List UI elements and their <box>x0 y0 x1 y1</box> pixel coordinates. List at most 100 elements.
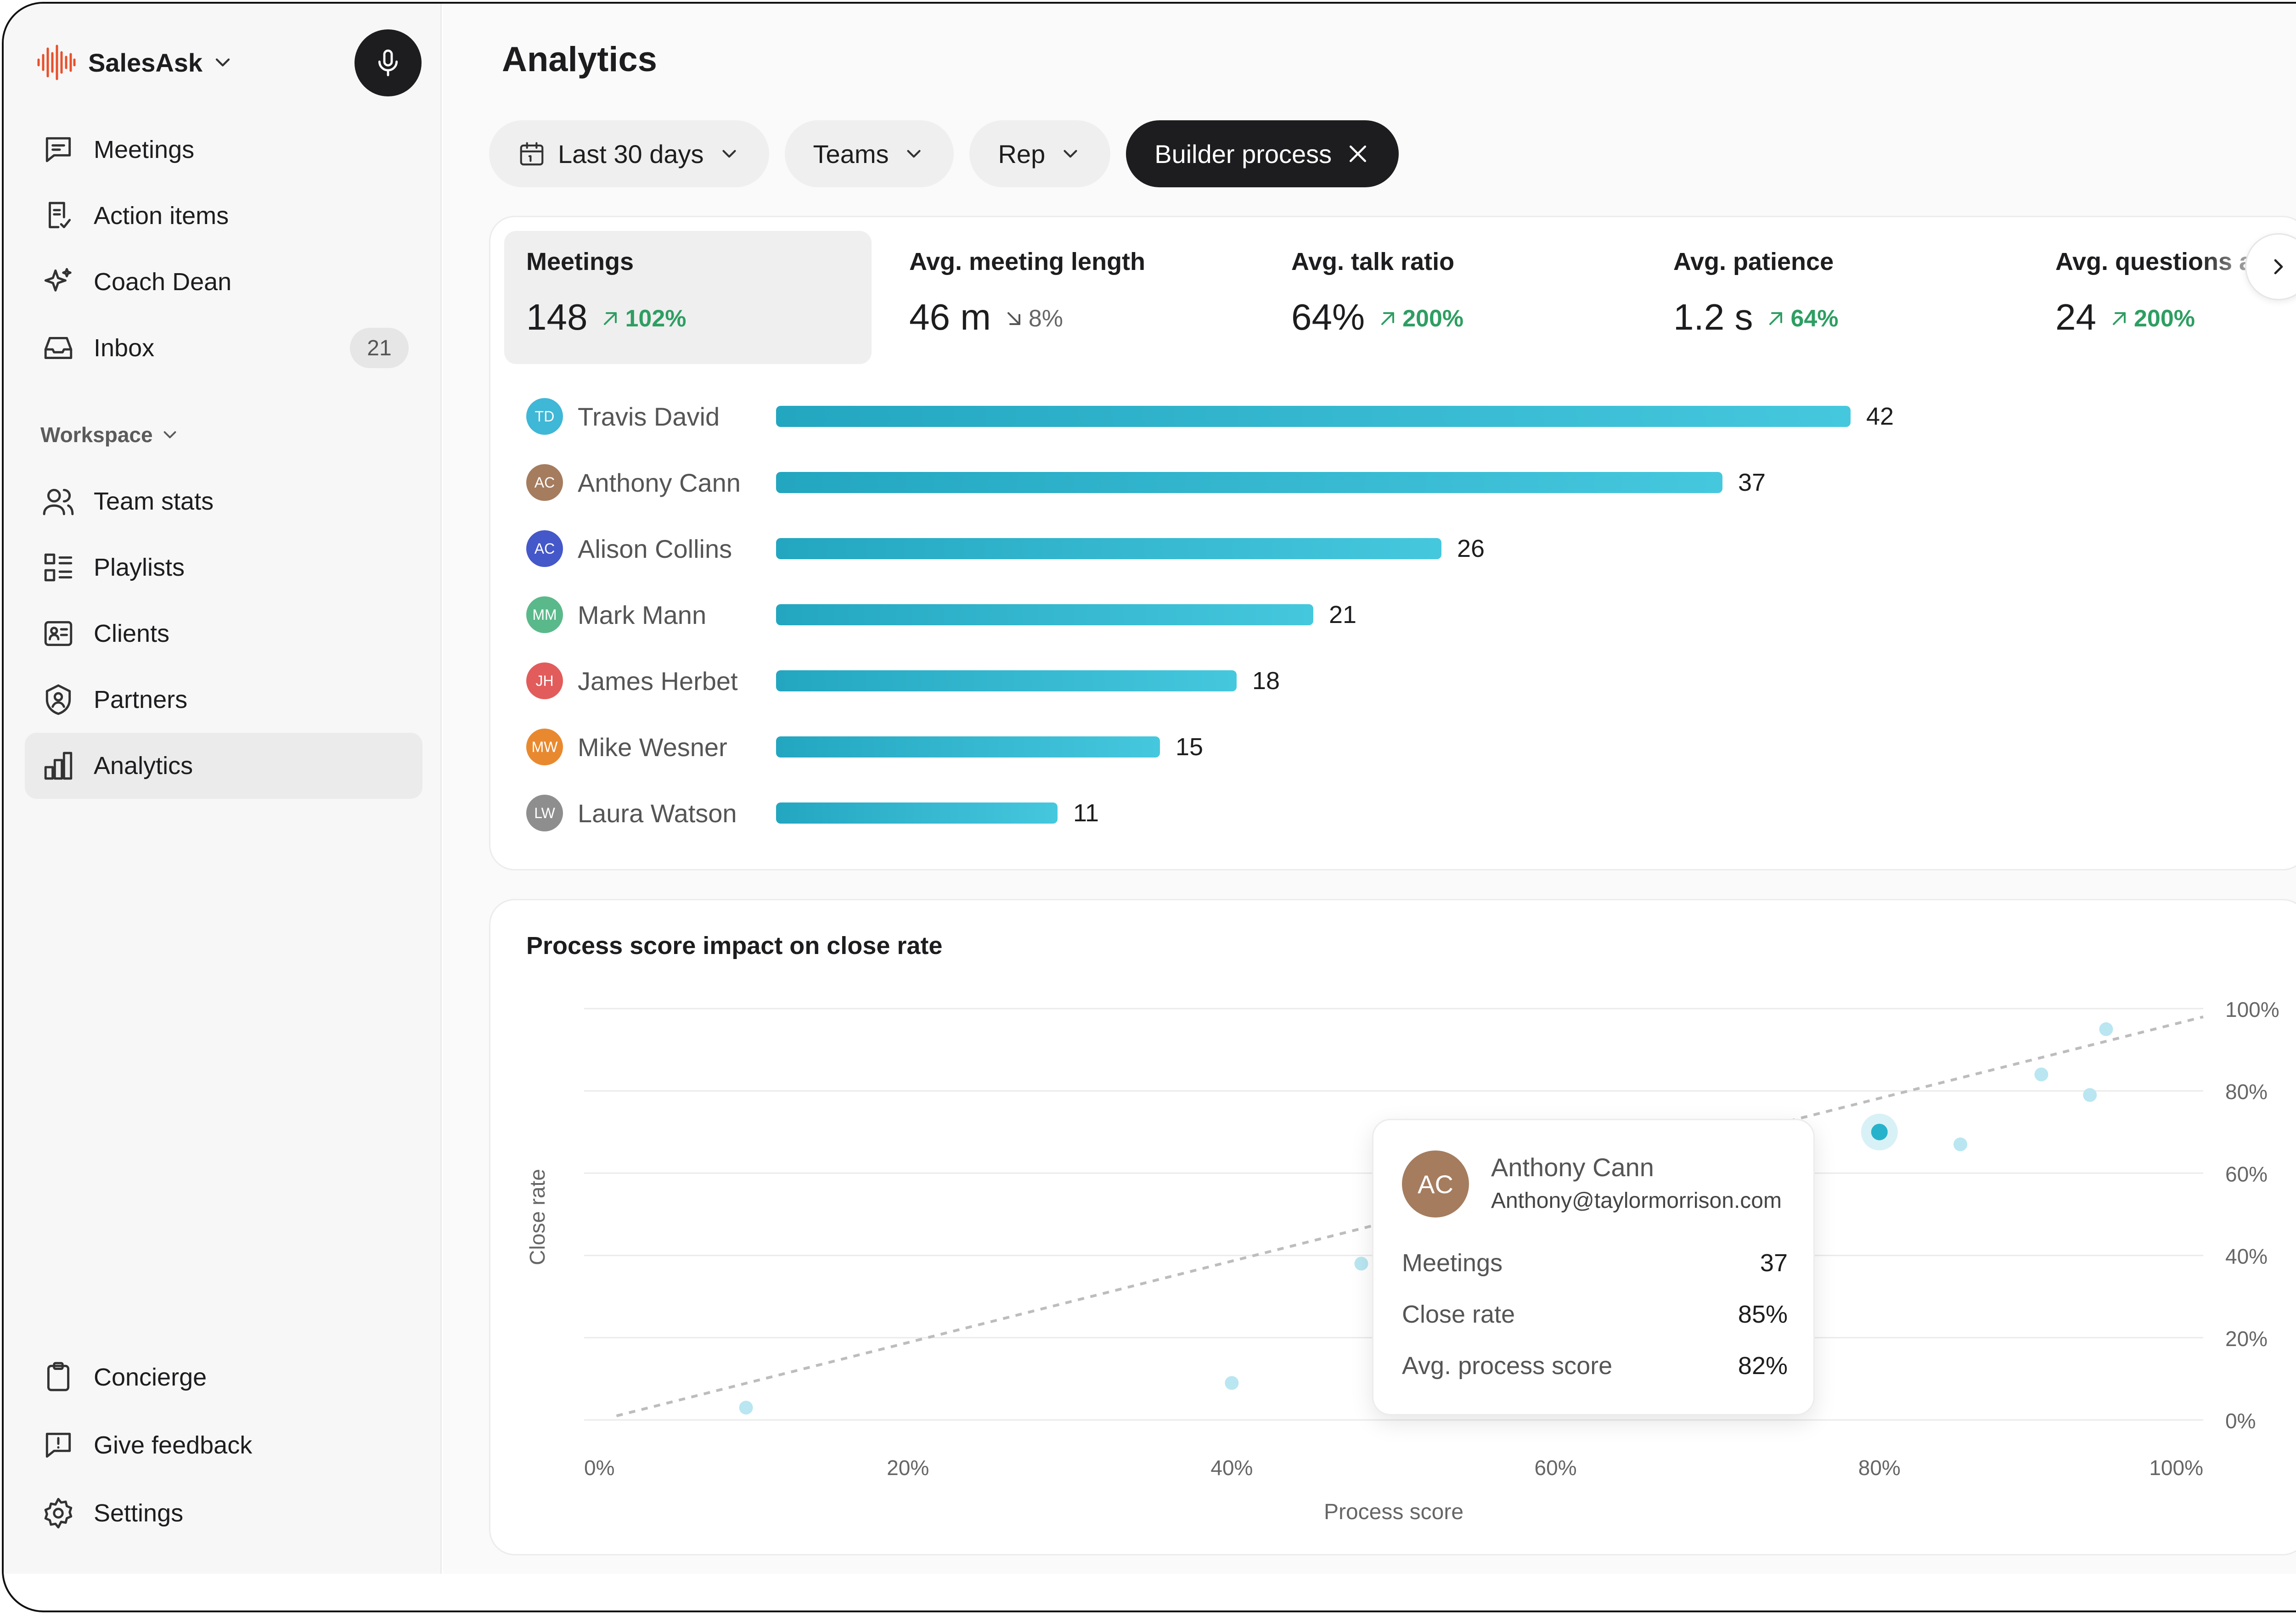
inbox-count-badge: 21 <box>350 328 409 368</box>
avatar: LW <box>526 795 563 831</box>
x-tick-label: 100% <box>2149 1456 2203 1480</box>
tab-avg-questions-asked[interactable]: Avg. questions asked 24 200% <box>2033 231 2296 364</box>
arrow-up-right-icon <box>2112 312 2126 325</box>
users-icon <box>43 488 74 516</box>
tooltip-row-value: 82% <box>1738 1352 1788 1380</box>
metric-label: Meetings <box>526 248 634 275</box>
rep-row[interactable]: TD Travis David 42 <box>526 398 2271 435</box>
main-content: Analytics Last 30 days Teams Rep Builder… <box>443 4 2296 1574</box>
sidebar-item-analytics[interactable]: Analytics <box>25 733 422 799</box>
rep-tooltip: AC Anthony Cann Anthony@taylormorrison.c… <box>1372 1119 1815 1415</box>
playlist-icon <box>44 553 73 582</box>
metric-value: 148 <box>526 297 588 337</box>
sidebar-item-coach-dean[interactable]: Coach Dean <box>25 249 422 315</box>
rep-name: Travis David <box>578 402 720 431</box>
data-point <box>1225 1376 1239 1390</box>
rep-meetings-bar <box>776 670 1237 691</box>
rep-row[interactable]: AC Alison Collins 26 <box>526 530 2271 567</box>
metric-label: Avg. meeting length <box>909 248 1146 275</box>
rep-meetings-bar <box>776 802 1058 824</box>
metric-delta: 102% <box>599 305 686 332</box>
sidebar-item-inbox[interactable]: Inbox 21 <box>25 315 422 381</box>
tab-avg-meeting-length[interactable]: Avg. meeting length 46 m 8% <box>887 231 1255 364</box>
rep-name: Mark Mann <box>578 600 707 629</box>
workspace-switcher[interactable]: SalesAsk <box>37 44 235 81</box>
rep-meetings-bar <box>776 538 1441 559</box>
tooltip-row-process-score: Avg. process score 82% <box>1402 1352 1788 1380</box>
sidebar-item-label: Meetings <box>94 136 195 163</box>
contact-card-icon <box>44 621 73 646</box>
sidebar-item-label: Playlists <box>94 554 185 581</box>
sidebar-item-settings[interactable]: Settings <box>25 1480 422 1546</box>
sidebar-item-partners[interactable]: Partners <box>25 667 422 733</box>
y-tick-label: 100% <box>2225 998 2279 1021</box>
arrow-up-right-icon <box>1769 312 1783 325</box>
rep-row[interactable]: MW Mike Wesner 15 <box>526 729 2271 765</box>
date-range-filter[interactable]: Last 30 days <box>489 120 769 187</box>
sparkle-icon <box>44 268 72 292</box>
sidebar-item-action-items[interactable]: Action items <box>25 183 422 249</box>
arrow-up-right-icon <box>1381 312 1395 325</box>
chevron-right-icon <box>2274 259 2283 275</box>
bar-chart-icon <box>44 752 73 780</box>
tooltip-row-label: Meetings <box>1402 1249 1503 1277</box>
tooltip-avatar: AC <box>1402 1150 1469 1218</box>
tab-avg-patience[interactable]: Avg. patience 1.2 s 64% <box>1651 231 2019 364</box>
x-tick-label: 60% <box>1535 1456 1577 1480</box>
data-point <box>2083 1088 2097 1102</box>
checklist-icon <box>49 202 71 229</box>
rep-name: James Herbet <box>578 666 738 696</box>
sidebar-item-label: Clients <box>94 620 170 647</box>
metric-delta-value: 102% <box>625 305 687 332</box>
workspace-label: Workspace <box>40 423 153 447</box>
sidebar-item-playlists[interactable]: Playlists <box>25 534 422 600</box>
data-point <box>2034 1067 2048 1082</box>
record-button[interactable] <box>355 29 422 96</box>
tooltip-row-meetings: Meetings 37 <box>1402 1249 1788 1277</box>
close-icon[interactable] <box>1345 141 1370 166</box>
gear-icon <box>44 1498 73 1529</box>
x-tick-label: 40% <box>1210 1456 1253 1480</box>
trend-line <box>616 1016 2204 1417</box>
app-name: SalesAsk <box>88 48 203 77</box>
sidebar-item-team-stats[interactable]: Team stats <box>25 468 422 534</box>
sidebar-item-clients[interactable]: Clients <box>25 600 422 667</box>
metric-label: Avg. patience <box>1673 248 1834 275</box>
metrics-card: Meetings 148 102% Avg. meeting length 46… <box>489 216 2296 870</box>
y-tick-label: 0% <box>2225 1409 2256 1433</box>
process-filter[interactable]: Builder process <box>1126 120 1399 187</box>
rep-row[interactable]: MM Mark Mann 21 <box>526 596 2271 633</box>
chevron-down-icon <box>722 150 736 158</box>
avatar: MW <box>526 729 563 765</box>
data-point <box>2099 1022 2113 1036</box>
y-tick-label: 80% <box>2225 1080 2268 1104</box>
metric-value: 46 m <box>909 297 991 337</box>
rep-row[interactable]: JH James Herbet 18 <box>526 662 2271 699</box>
date-range-label: Last 30 days <box>558 139 704 168</box>
tab-meetings[interactable]: Meetings 148 102% <box>504 231 872 364</box>
sidebar-item-concierge[interactable]: Concierge <box>25 1344 422 1410</box>
avatar: AC <box>526 464 563 501</box>
chevron-down-icon <box>215 58 230 67</box>
page-title: Analytics <box>502 40 657 79</box>
sidebar-item-give-feedback[interactable]: Give feedback <box>25 1412 422 1478</box>
tooltip-row-value: 37 <box>1760 1249 1788 1277</box>
rep-row[interactable]: LW Laura Watson 11 <box>526 795 2271 831</box>
tooltip-row-label: Close rate <box>1402 1301 1515 1328</box>
teams-filter[interactable]: Teams <box>784 120 954 187</box>
rep-filter[interactable]: Rep <box>969 120 1111 187</box>
metric-delta-value: 8% <box>1028 305 1064 332</box>
rep-name: Laura Watson <box>578 798 737 828</box>
workspace-section-toggle[interactable]: Workspace <box>40 422 180 447</box>
sidebar-item-meetings[interactable]: Meetings <box>25 117 422 183</box>
metric-value: 24 <box>2055 297 2096 337</box>
arrow-down-right-icon <box>1007 312 1020 325</box>
process-label: Builder process <box>1154 139 1332 168</box>
metrics-next-button[interactable] <box>2245 233 2296 300</box>
tab-avg-talk-ratio[interactable]: Avg. talk ratio 64% 200% <box>1269 231 1637 364</box>
avatar: JH <box>526 662 563 699</box>
avatar: MM <box>526 596 563 633</box>
rep-row[interactable]: AC Anthony Cann 37 <box>526 464 2271 501</box>
sidebar-item-label: Team stats <box>94 488 214 515</box>
y-tick-label: 40% <box>2225 1245 2268 1268</box>
